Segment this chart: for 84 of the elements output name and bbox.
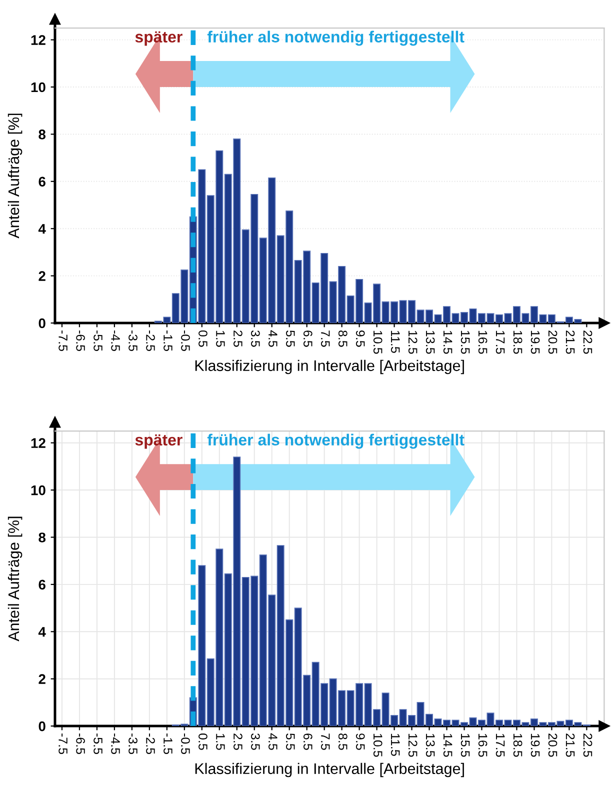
y-tick-label: 4 bbox=[38, 627, 46, 637]
x-tick-label: 12.5 bbox=[408, 330, 418, 354]
y-tick-label: 4 bbox=[38, 224, 46, 234]
y-tick-label: 10 bbox=[31, 82, 46, 92]
x-tick-label: -7.5 bbox=[58, 734, 68, 754]
x-tick-label: 9.5 bbox=[356, 330, 365, 347]
x-tick-label: 12.5 bbox=[408, 734, 418, 757]
y-tick-label: 2 bbox=[38, 674, 46, 684]
y-tick-label: 0 bbox=[38, 721, 46, 732]
x-tick-label: 14.5 bbox=[443, 330, 452, 354]
x-tick-label: 18.5 bbox=[513, 330, 522, 354]
x-axis-title: Klassifizierung in Intervalle [Arbeitstage] bbox=[195, 762, 464, 778]
x-tick-label: -3.5 bbox=[128, 330, 138, 351]
x-tick-label: 17.5 bbox=[496, 330, 505, 354]
x-tick-label: 7.5 bbox=[320, 330, 330, 347]
x-tick-label: 16.5 bbox=[478, 330, 488, 354]
x-tick-label: 21.5 bbox=[566, 734, 575, 757]
x-tick-label: 6.5 bbox=[303, 734, 312, 750]
x-tick-label: -1.5 bbox=[164, 734, 172, 754]
x-tick-label: 21.5 bbox=[566, 330, 575, 354]
y-tick-label: 8 bbox=[38, 130, 46, 140]
y-tick-label: 6 bbox=[38, 580, 46, 590]
x-tick-label: 20.5 bbox=[548, 734, 558, 757]
x-tick-label: -6.5 bbox=[76, 734, 85, 754]
x-tick-label: -6.5 bbox=[76, 330, 85, 351]
x-tick-label: 5.5 bbox=[286, 330, 295, 347]
x-tick-label: 22.5 bbox=[583, 734, 592, 757]
x-tick-label: 2.5 bbox=[234, 330, 242, 347]
x-tick-label: -2.5 bbox=[146, 734, 155, 754]
x-tick-label: 10.5 bbox=[373, 330, 382, 354]
x-tick-label: 11.5 bbox=[390, 734, 400, 756]
x-tick-label: 15.5 bbox=[460, 330, 470, 354]
x-tick-label: 3.5 bbox=[251, 733, 260, 750]
x-tick-label: 18.5 bbox=[513, 734, 522, 757]
x-tick-label: -5.5 bbox=[94, 330, 102, 351]
annotation: später bbox=[135, 434, 182, 449]
x-tick-label: 7.5 bbox=[320, 734, 330, 750]
x-tick-label: -3.5 bbox=[128, 734, 138, 754]
x-tick-label: -4.5 bbox=[111, 734, 120, 754]
x-tick-label: 15.5 bbox=[460, 734, 470, 757]
x-tick-label: -4.5 bbox=[111, 330, 120, 351]
annotation: früher als notwendig fertiggestellt bbox=[207, 434, 464, 449]
y-tick-label: 12 bbox=[31, 35, 46, 45]
x-tick-label: -7.5 bbox=[58, 330, 68, 351]
y-tick-label: 0 bbox=[38, 318, 46, 328]
x-tick-label: 13.5 bbox=[426, 734, 435, 757]
y-tick-label: 12 bbox=[31, 438, 46, 448]
x-tick-label: 0.5 bbox=[198, 733, 208, 750]
x-tick-label: -5.5 bbox=[94, 734, 102, 754]
x-tick-label: 16.5 bbox=[478, 734, 488, 757]
x-tick-label: 19.5 bbox=[530, 330, 540, 354]
x-tick-label: 1.5 bbox=[216, 734, 225, 750]
y-axis-title: Anteil Aufträge [%] bbox=[8, 114, 22, 238]
x-tick-label: 22.5 bbox=[583, 330, 592, 354]
x-tick-label: 2.5 bbox=[234, 734, 242, 750]
y-tick-label: 2 bbox=[38, 271, 46, 281]
x-tick-label: 3.5 bbox=[251, 330, 260, 347]
x-tick-label: 10.5 bbox=[373, 734, 382, 757]
x-tick-label: 1.5 bbox=[216, 330, 225, 347]
x-tick-label: 5.5 bbox=[286, 733, 295, 750]
annotation: früher als notwendig fertiggestellt bbox=[207, 30, 464, 46]
x-tick-label: 4.5 bbox=[268, 733, 278, 750]
x-axis-title: Klassifizierung in Intervalle [Arbeitstage] bbox=[195, 360, 464, 374]
x-tick-label: 8.5 bbox=[338, 734, 348, 750]
y-tick-label: 8 bbox=[38, 532, 46, 542]
x-tick-label: 4.5 bbox=[268, 330, 278, 347]
x-tick-label: -1.5 bbox=[164, 330, 172, 351]
x-tick-label: 20.5 bbox=[548, 330, 558, 354]
x-tick-label: 6.5 bbox=[303, 330, 312, 347]
y-tick-label: 10 bbox=[31, 485, 46, 496]
y-tick-label: 6 bbox=[38, 176, 46, 187]
x-tick-label: 0.5 bbox=[198, 330, 208, 347]
x-tick-label: 11.5 bbox=[390, 330, 400, 353]
x-tick-label: -0.5 bbox=[181, 734, 190, 754]
x-tick-label: 8.5 bbox=[338, 330, 348, 347]
x-tick-label: 17.5 bbox=[496, 734, 505, 757]
x-tick-label: 13.5 bbox=[426, 330, 435, 354]
y-axis-title: Anteil Aufträge [%] bbox=[8, 516, 22, 642]
x-tick-label: 14.5 bbox=[443, 734, 452, 757]
x-tick-label: -2.5 bbox=[146, 330, 155, 351]
x-tick-label: 19.5 bbox=[530, 734, 540, 757]
annotation: später bbox=[135, 31, 182, 46]
x-tick-label: -0.5 bbox=[181, 330, 190, 351]
x-tick-label: 9.5 bbox=[356, 734, 365, 750]
